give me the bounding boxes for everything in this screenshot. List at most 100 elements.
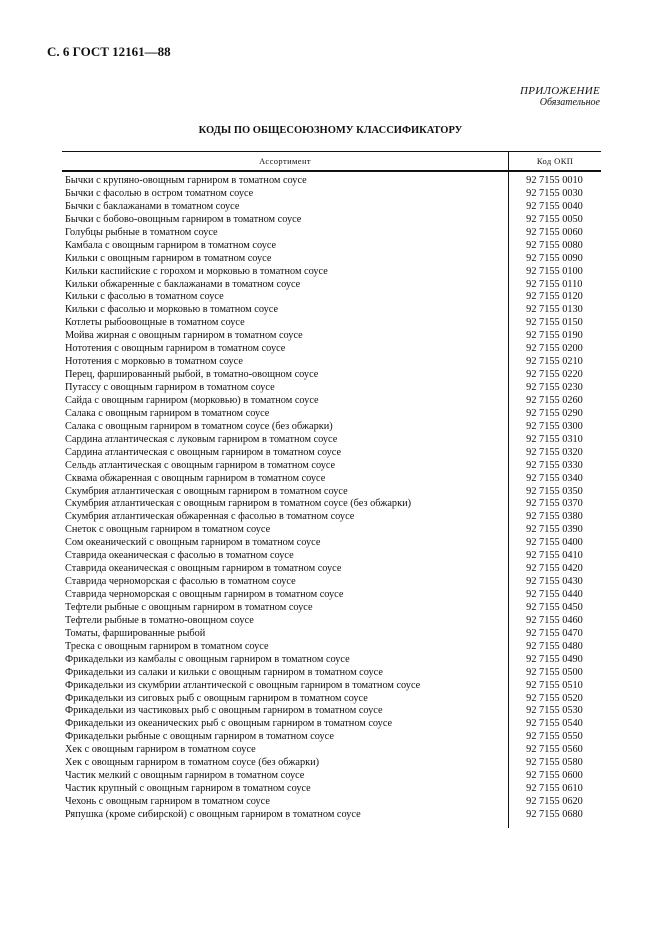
product-name-cell: Фрикадельки из океанических рыб с овощны…: [65, 718, 393, 730]
table-row: Перец, фаршированный рыбой, в томатно-ов…: [62, 369, 601, 382]
okp-code-cell: 92 7155 0290: [508, 407, 601, 421]
okp-code-cell: 92 7155 0150: [508, 317, 601, 331]
product-name-cell: Голубцы рыбные в томатном соусе: [65, 226, 218, 238]
product-name-cell: Ставрида океаническая с овощным гарниром…: [65, 563, 342, 575]
okp-code-cell: 92 7155 0050: [508, 213, 601, 227]
okp-code-cell: 92 7155 0190: [508, 330, 601, 344]
product-name-cell: Сельдь атлантическая с овощным гарниром …: [65, 459, 336, 471]
product-name-cell: Бычки с фасолью в остром томатном соусе: [65, 187, 254, 199]
table-row: Путассу с овощным гарниром в томатном со…: [62, 382, 601, 395]
table-row: Фрикадельки из частиковых рыб с овощным …: [62, 705, 601, 719]
okp-code-cell: 92 7155 0040: [508, 200, 601, 214]
product-name-cell: Частик крупный с овощным гарниром в тома…: [65, 783, 311, 795]
product-name-cell: Тефтели рыбные в томатно-овощном соусе: [65, 614, 254, 626]
okp-code-cell: 92 7155 0680: [508, 808, 601, 828]
table-row: Тефтели рыбные с овощным гарниром в тома…: [62, 601, 601, 615]
product-name-cell: Камбала с овощным гарниром в томатном со…: [65, 239, 277, 251]
table-row: Сквама обжаренная с овощным гарниром в т…: [62, 472, 601, 486]
table-row: Скумбрия атлантическая с овощным гарниро…: [62, 498, 601, 512]
product-name-cell: Снеток с овощным гарниром в томатном соу…: [65, 524, 271, 536]
okp-code-cell: 92 7155 0110: [508, 278, 601, 292]
table-row: Сардина атлантическая с луковым гарниром…: [62, 433, 601, 447]
table-row: Бычки с баклажанами в томатном соусе 92 7…: [62, 200, 601, 214]
table-header-row: Ассортимент Код ОКП: [62, 151, 601, 172]
okp-code-cell: 92 7155 0520: [508, 692, 601, 706]
product-name-cell: Скумбрия атлантическая с овощным гарниро…: [65, 498, 412, 510]
product-name-cell: Сардина атлантическая с овощным гарниром…: [65, 446, 342, 458]
table-row: Сардина атлантическая с овощным гарниром…: [62, 446, 601, 460]
product-name-cell: Салака с овощным гарниром в томатном соу…: [65, 420, 333, 432]
table-row: Нототения с морковью в томатном соусе 92 …: [62, 356, 601, 370]
product-name-cell: Скумбрия атлантическая с овощным гарниро…: [65, 485, 348, 497]
okp-code-cell: 92 7155 0540: [508, 718, 601, 732]
okp-code-cell: 92 7155 0100: [508, 265, 601, 279]
table-row: Камбала с овощным гарниром в томатном со…: [62, 239, 601, 253]
product-name-cell: Сайда с овощным гарниром (морковью) в то…: [65, 394, 319, 406]
product-name-cell: Фрикадельки из камбалы с овощным гарниро…: [65, 653, 350, 665]
okp-code-cell: 92 7155 0490: [508, 653, 601, 667]
table-row: Тефтели рыбные в томатно-овощном соусе 92…: [62, 614, 601, 628]
product-name-cell: Фрикадельки из сиговых рыб с овощным гар…: [65, 692, 368, 704]
okp-code-cell: 92 7155 0220: [508, 369, 601, 382]
okp-code-cell: 92 7155 0400: [508, 537, 601, 551]
okp-code-cell: 92 7155 0320: [508, 446, 601, 460]
product-name-cell: Фрикадельки из салаки и кильки с овощным…: [65, 666, 383, 678]
okp-code-cell: 92 7155 0090: [508, 252, 601, 266]
okp-code-cell: 92 7155 0480: [508, 640, 601, 654]
product-name-cell: Путассу с овощным гарниром в томатном со…: [65, 382, 275, 393]
column-header-assortment: Ассортимент: [62, 151, 509, 172]
table-row: Кильки с фасолью в томатном соусе 92 7155…: [62, 291, 601, 305]
product-name-cell: Кильки обжаренные с баклажанами в томатн…: [65, 278, 301, 290]
product-name-cell: Кильки каспийские с горохом и морковью в…: [65, 265, 328, 277]
table-row: Частик мелкий с овощным гарниром в томат…: [62, 770, 601, 784]
table-row: Кильки с овощным гарниром в томатном соу…: [62, 252, 601, 266]
okp-code-cell: 92 7155 0420: [508, 563, 601, 577]
table-row: Фрикадельки из океанических рыб с овощны…: [62, 718, 601, 732]
product-name-cell: Ряпушка (кроме сибирской) с овощным гарн…: [65, 808, 361, 820]
okp-code-cell: 92 7155 0200: [508, 343, 601, 357]
table-body: Бычки с крупяно-овощным гарниром в томат…: [62, 171, 601, 828]
okp-code-cell: 92 7155 0370: [508, 498, 601, 512]
okp-code-cell: 92 7155 0470: [508, 627, 601, 641]
appendix-title: ПРИЛОЖЕНИЕ: [520, 85, 600, 97]
product-name-cell: Фрикадельки рыбные с овощным гарниром в …: [65, 731, 334, 743]
table-row: Ставрида океаническая с овощным гарниром…: [62, 563, 601, 577]
product-name-cell: Чехонь с овощным гарниром в томатном соу…: [65, 796, 270, 807]
okp-code-cell: 92 7155 0300: [508, 420, 601, 434]
document-title: КОДЫ ПО ОБЩЕСОЮЗНОМУ КЛАССИФИКАТОРУ: [198, 125, 463, 136]
codes-table: Ассортимент Код ОКП Бычки с крупяно-овощ…: [62, 151, 601, 828]
table-row: Салака с овощным гарниром в томатном соу…: [62, 407, 601, 421]
okp-code-cell: 92 7155 0600: [508, 770, 601, 784]
product-name-cell: Ставрида черноморская с овощным гарниром…: [65, 589, 344, 600]
table-row: Частик крупный с овощным гарниром в тома…: [62, 783, 601, 796]
table-row: Сом океанический с овощным гарниром в то…: [62, 537, 601, 551]
product-name-cell: Бычки с крупяно-овощным гарниром в томат…: [65, 175, 307, 186]
product-name-cell: Нототения с морковью в томатном соусе: [65, 356, 243, 368]
product-name-cell: Сом океанический с овощным гарниром в то…: [65, 537, 321, 549]
product-name-cell: Бычки с бобово-овощным гарниром в томатн…: [65, 213, 302, 225]
product-name-cell: Фрикадельки из скумбрии атлантической с …: [65, 679, 421, 691]
okp-code-cell: 92 7155 0310: [508, 433, 601, 447]
table-row: Фрикадельки из салаки и кильки с овощным…: [62, 666, 601, 680]
product-name-cell: Хек с овощным гарниром в томатном соусе: [65, 744, 256, 756]
okp-code-cell: 92 7155 0340: [508, 472, 601, 486]
table-row: Фрикадельки из камбалы с овощным гарниро…: [62, 653, 601, 667]
okp-code-cell: 92 7155 0380: [508, 511, 601, 525]
table-row: Котлеты рыбоовощные в томатном соусе 92 7…: [62, 317, 601, 331]
appendix-label: ПРИЛОЖЕНИЕ Обязательное: [520, 85, 600, 109]
table-row: Фрикадельки из сиговых рыб с овощным гар…: [62, 692, 601, 706]
product-name-cell: Кильки с фасолью и морковью в томатном с…: [65, 304, 279, 316]
table-row: Ставрида черноморская с овощным гарниром…: [62, 589, 601, 602]
okp-code-cell: 92 7155 0510: [508, 679, 601, 693]
product-name-cell: Салака с овощным гарниром в томатном соу…: [65, 407, 270, 419]
table-row: Кильки каспийские с горохом и морковью в…: [62, 265, 601, 279]
table-row: Треска с овощным гарниром в томатном соу…: [62, 640, 601, 654]
okp-code-cell: 92 7155 0060: [508, 226, 601, 240]
product-name-cell: Томаты, фаршированные рыбой: [65, 627, 206, 639]
table-row: Бычки с крупяно-овощным гарниром в томат…: [62, 171, 601, 188]
okp-code-cell: 92 7155 0390: [508, 524, 601, 538]
okp-code-cell: 92 7155 0120: [508, 291, 601, 305]
okp-code-cell: 92 7155 0210: [508, 356, 601, 370]
table-row: Ряпушка (кроме сибирской) с овощным гарн…: [62, 808, 601, 828]
okp-code-cell: 92 7155 0530: [508, 705, 601, 719]
